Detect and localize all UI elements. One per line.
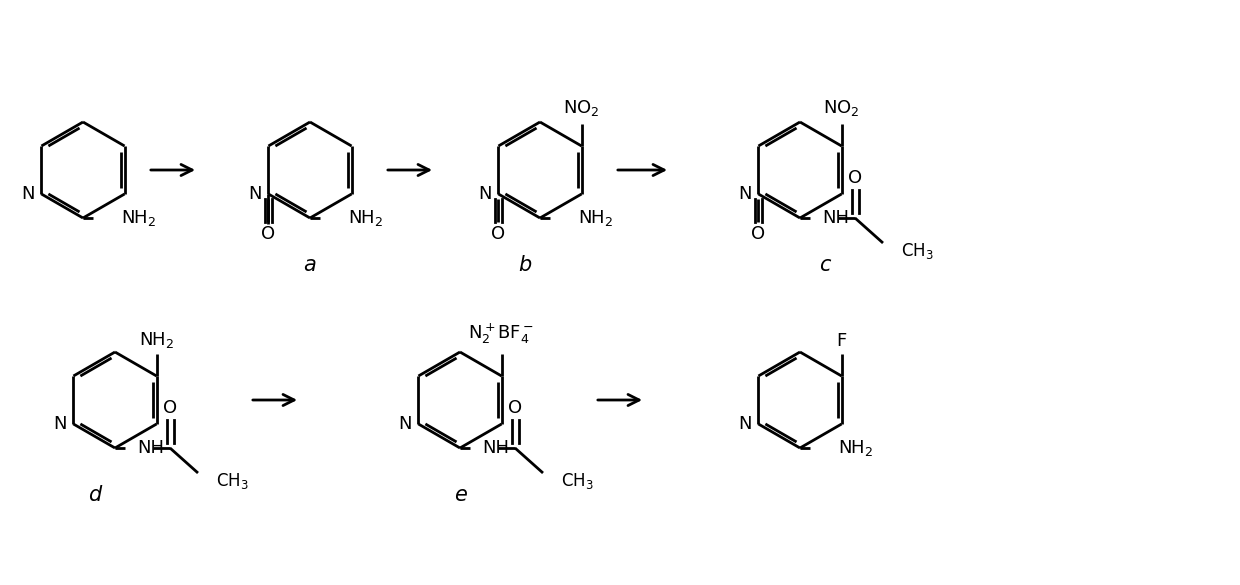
Text: N: N xyxy=(21,185,35,203)
Text: b: b xyxy=(518,255,532,275)
Text: O: O xyxy=(262,225,275,243)
Text: NH$_2$: NH$_2$ xyxy=(139,330,174,350)
Text: NO$_2$: NO$_2$ xyxy=(823,98,859,118)
Text: e: e xyxy=(454,485,466,505)
Text: NO$_2$: NO$_2$ xyxy=(563,98,600,118)
Text: O: O xyxy=(848,169,862,187)
Text: O: O xyxy=(751,225,765,243)
Text: c: c xyxy=(820,255,831,275)
Text: CH$_3$: CH$_3$ xyxy=(560,471,594,491)
Text: NH$_2$: NH$_2$ xyxy=(348,208,383,228)
Text: CH$_3$: CH$_3$ xyxy=(216,471,249,491)
Text: N: N xyxy=(53,415,67,433)
Text: F: F xyxy=(837,332,847,350)
Text: N$_2^+$BF$_4^-$: N$_2^+$BF$_4^-$ xyxy=(469,322,534,346)
Text: a: a xyxy=(304,255,316,275)
Text: NH$_2$: NH$_2$ xyxy=(578,208,614,228)
Text: O: O xyxy=(162,399,177,417)
Text: N: N xyxy=(399,415,412,433)
Text: NH: NH xyxy=(482,439,508,457)
Text: O: O xyxy=(508,399,522,417)
Text: NH$_2$: NH$_2$ xyxy=(838,438,873,458)
Text: O: O xyxy=(491,225,506,243)
Text: NH: NH xyxy=(822,209,849,227)
Text: NH: NH xyxy=(136,439,164,457)
Text: N: N xyxy=(479,185,492,203)
Text: N: N xyxy=(249,185,262,203)
Text: d: d xyxy=(88,485,102,505)
Text: N: N xyxy=(739,415,753,433)
Text: CH$_3$: CH$_3$ xyxy=(901,241,934,261)
Text: NH$_2$: NH$_2$ xyxy=(122,208,156,228)
Text: N: N xyxy=(739,185,753,203)
